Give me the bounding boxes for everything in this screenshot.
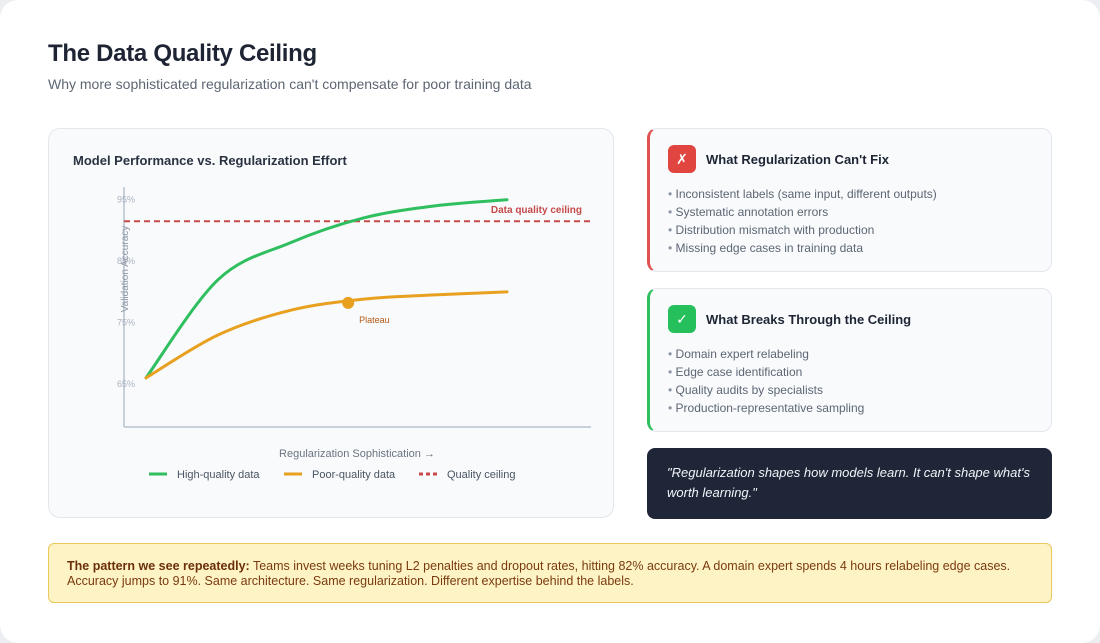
chart-panel: Model Performance vs. Regularization Eff… — [48, 128, 614, 518]
cant-fix-title: What Regularization Can't Fix — [706, 152, 889, 167]
y-tick-label: 95% — [117, 195, 135, 205]
legend-quality-ceiling-label: Quality ceiling — [447, 469, 515, 481]
pattern-callout: The pattern we see repeatedly: Teams inv… — [48, 543, 1052, 603]
y-tick-label: 75% — [117, 318, 135, 328]
y-axis-label: Validation Accuracy — [120, 226, 131, 313]
poor-quality-series-line — [144, 290, 509, 380]
y-tick-label: 65% — [117, 379, 135, 389]
ceiling-label: Data quality ceiling — [491, 205, 582, 216]
breaks-through-panel: ✓ What Breaks Through the Ceiling Domain… — [647, 288, 1052, 432]
check-icon: ✓ — [668, 305, 696, 333]
plateau-label: Plateau — [359, 315, 390, 325]
legend-poor-quality-label: Poor-quality data — [312, 469, 396, 481]
x-icon: ✗ — [668, 145, 696, 173]
cant-fix-list: Inconsistent labels (same input, differe… — [668, 185, 937, 257]
x-axis-label: Regularization Sophistication → — [279, 448, 435, 460]
list-item: Production-representative sampling — [668, 399, 865, 417]
legend-high-quality-label: High-quality data — [177, 469, 260, 481]
list-item: Missing edge cases in training data — [668, 239, 937, 257]
plateau-marker — [342, 296, 355, 309]
page-title: The Data Quality Ceiling — [48, 40, 317, 67]
list-item: Edge case identification — [668, 363, 864, 381]
high-quality-series-line — [144, 198, 509, 380]
list-item: Distribution mismatch with production — [668, 221, 937, 239]
pattern-body: Teams invest weeks tuning L2 penalties a… — [67, 559, 1011, 588]
performance-chart: 95% 85% 75% 65% Validation Accuracy Data qual… — [117, 187, 591, 481]
breaks-through-list: Domain expert relabeling Edge case ident… — [668, 345, 865, 417]
breaks-through-title: What Breaks Through the Ceiling — [706, 312, 912, 327]
list-item: Quality audits by specialists — [668, 381, 864, 399]
page-subtitle: Why more sophisticated regularization ca… — [48, 76, 532, 92]
quote-callout: "Regularization shapes how models learn.… — [647, 448, 1052, 519]
cant-fix-panel: ✗ What Regularization Can't Fix Inconsis… — [647, 128, 1052, 272]
list-item: Inconsistent labels (same input, differe… — [668, 185, 937, 203]
list-item: Domain expert relabeling — [668, 345, 864, 363]
pattern-lead: The pattern we see repeatedly: — [67, 559, 250, 573]
y-tick-label: 85% — [117, 256, 135, 266]
chart-title: Model Performance vs. Regularization Eff… — [73, 153, 347, 168]
list-item: Systematic annotation errors — [668, 203, 937, 221]
